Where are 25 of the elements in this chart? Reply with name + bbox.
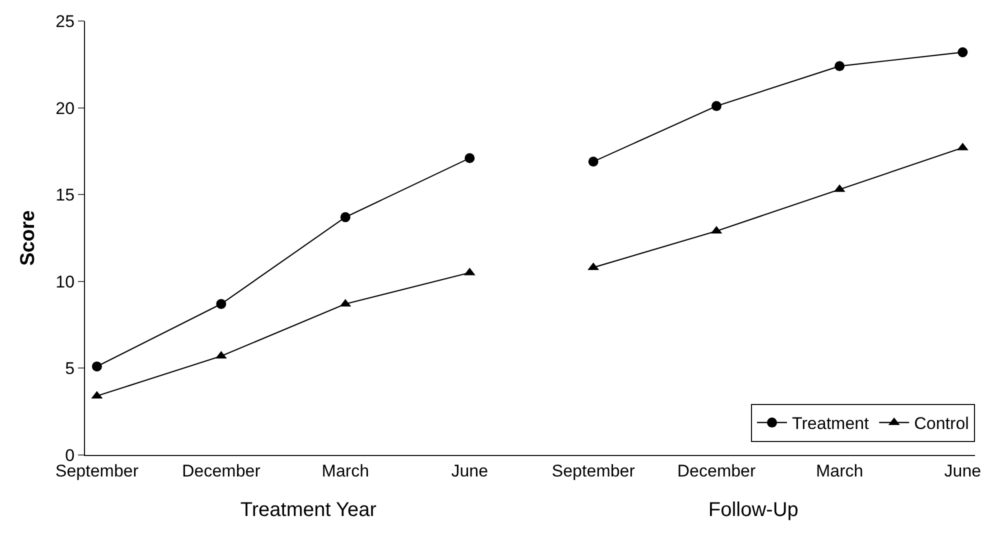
point [711, 101, 722, 112]
x-axis-title: Treatment Year [240, 498, 377, 521]
x-tick-label: March [322, 461, 370, 480]
x-tick-label: June [451, 461, 488, 480]
y-tick-label: 25 [56, 12, 75, 31]
point [340, 212, 350, 222]
y-tick-label: 5 [65, 359, 75, 378]
point [216, 298, 226, 309]
point [958, 47, 968, 58]
point [464, 153, 475, 164]
y-axis-title: Score [17, 210, 40, 266]
x-tick-label: December [182, 461, 261, 480]
point [92, 361, 102, 372]
point [588, 156, 598, 167]
x-tick-label: March [816, 461, 864, 480]
y-tick-label: 20 [56, 98, 75, 118]
point [834, 61, 845, 72]
y-tick-label: 15 [56, 186, 75, 205]
y-tick-label: 10 [56, 272, 75, 292]
legend-label: Control [914, 414, 969, 434]
x-tick-label: June [944, 461, 982, 480]
x-tick-label: December [677, 461, 756, 480]
x-tick-label: September [552, 461, 636, 480]
legend-label: Treatment [792, 414, 870, 434]
x-axis-title: Follow-Up [708, 498, 798, 521]
